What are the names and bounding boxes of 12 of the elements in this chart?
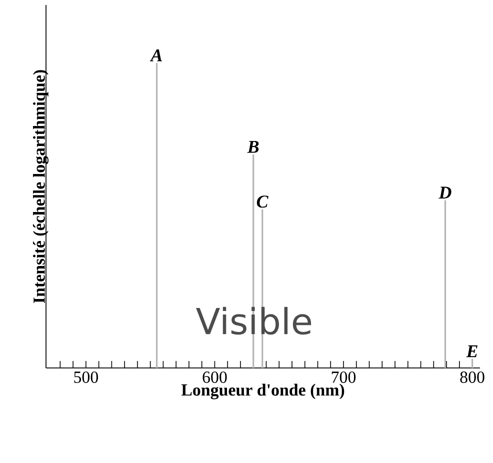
x-tick-label: 700 bbox=[332, 372, 356, 383]
annotation: E bbox=[466, 345, 478, 358]
annotation: D bbox=[438, 186, 452, 199]
y-axis-title: Intensité (échelle logarithmique) bbox=[32, 70, 48, 304]
x-tick-label: 500 bbox=[74, 372, 98, 383]
x-axis-title: Longueur d'onde (nm) bbox=[181, 384, 344, 400]
annotation: Visible bbox=[196, 306, 312, 335]
x-tick-label: 600 bbox=[202, 372, 227, 383]
annotation: B bbox=[247, 140, 259, 153]
annotation: C bbox=[256, 196, 268, 208]
annotation: A bbox=[150, 49, 162, 62]
x-tick-label: 800 bbox=[460, 372, 484, 383]
